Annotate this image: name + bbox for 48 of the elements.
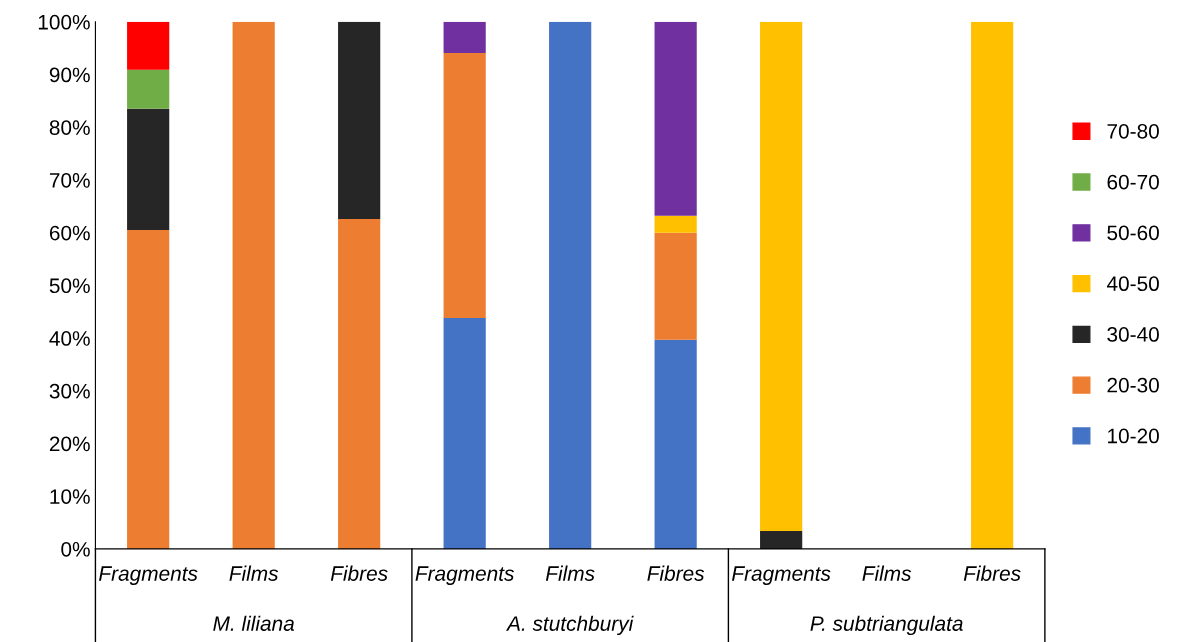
text: M. liliana (213, 615, 295, 631)
legend-label: 20-30 (1107, 377, 1159, 393)
legend-label: 30-40 (1107, 327, 1159, 342)
y-tick-label: 60% (49, 225, 90, 241)
y-tick-label: 0% (61, 541, 90, 557)
x-tick-label: Films (862, 565, 912, 581)
y-tick-label: 30% (49, 383, 90, 399)
y-tick-label: 50% (49, 278, 90, 294)
y-tick-label: 100% (38, 14, 90, 30)
bar (654, 21, 697, 216)
bar (654, 215, 697, 233)
x-tick-label: Fibres (330, 565, 388, 581)
text: P. subtriangulata (810, 615, 963, 636)
x-tick-label: Fragments (732, 566, 831, 585)
bar (338, 218, 381, 549)
bar (443, 318, 486, 549)
bar (127, 230, 170, 549)
legend-label: 70-80 (1107, 123, 1159, 139)
x-tick-label: Fibres (647, 565, 705, 581)
y-tick-label: 20% (49, 436, 90, 452)
bar (443, 52, 486, 319)
bar (971, 21, 1014, 549)
y-tick-label: 90% (49, 67, 90, 83)
y-tick-label: 70% (49, 172, 90, 188)
bar (760, 21, 803, 531)
bar (443, 21, 486, 53)
bar (338, 21, 381, 219)
text: A. stutchburyi (506, 615, 634, 636)
x-tick-label: Fragments (99, 566, 198, 585)
legend-label: 60-70 (1107, 174, 1159, 190)
bar (127, 108, 170, 231)
x-tick-label: Films (229, 565, 279, 581)
y-tick-label: 80% (49, 120, 90, 135)
legend-label: 50-60 (1107, 225, 1159, 241)
bar (549, 21, 592, 549)
x-tick-label: Films (545, 565, 595, 581)
legend-label: 10-20 (1108, 428, 1159, 444)
bar (232, 21, 275, 549)
y-tick-label: 40% (49, 331, 90, 346)
bar (127, 21, 170, 70)
bar (760, 530, 803, 549)
bar (654, 232, 697, 340)
x-tick-label: Fibres (963, 565, 1021, 581)
legend-label: 40-50 (1106, 276, 1159, 292)
bar (654, 339, 697, 549)
x-tick-label: Fragments (415, 566, 515, 585)
y-tick-label: 10% (50, 489, 90, 504)
bar (127, 69, 170, 109)
